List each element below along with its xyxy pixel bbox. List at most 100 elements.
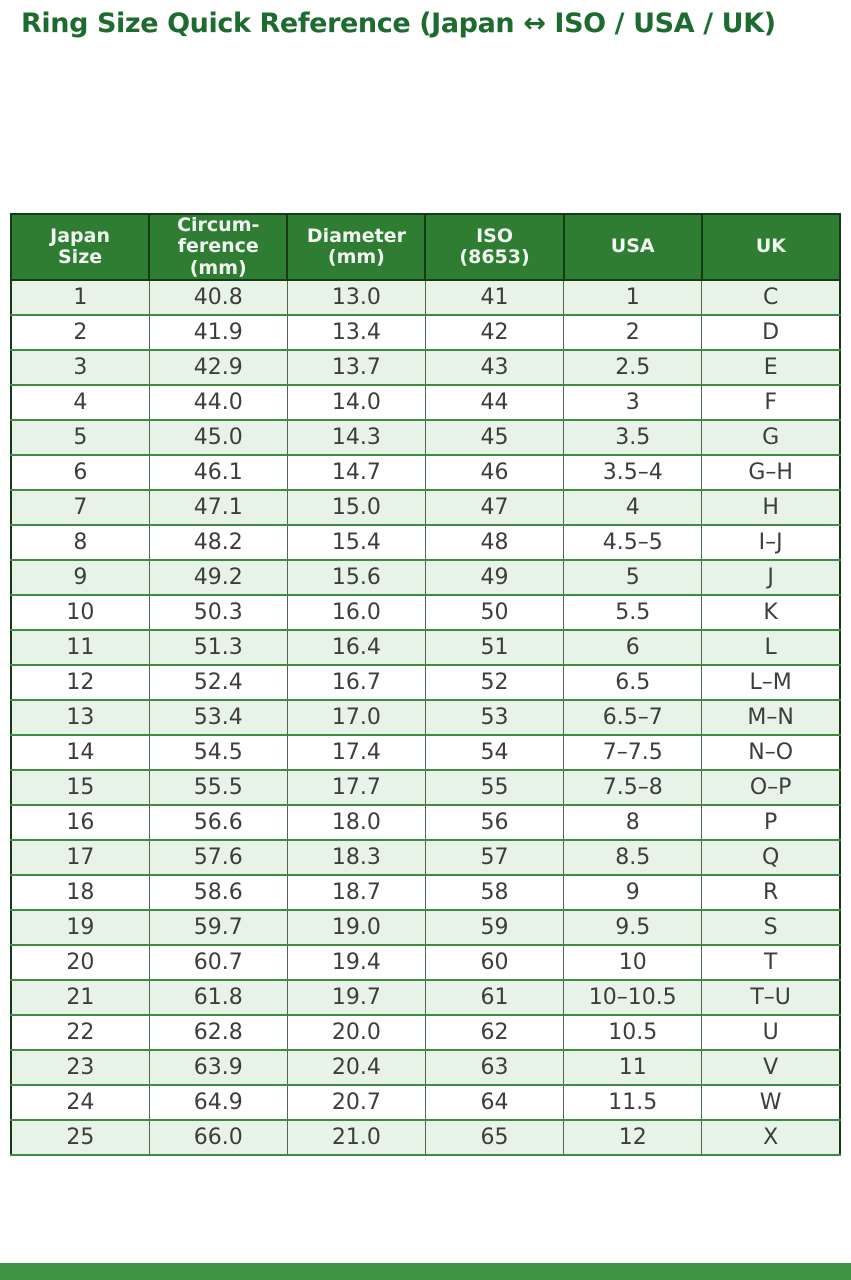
- table-cell: 64: [424, 1083, 565, 1121]
- table-header-row: Japan Size Circum- ference (mm) Diameter (…: [9, 213, 842, 281]
- column-header: USA: [562, 213, 703, 281]
- table-cell: 17: [10, 838, 150, 876]
- table-cell: 25: [10, 1118, 150, 1156]
- table-row: 4 44.0 14.0 44 3 F: [10, 383, 841, 421]
- table-cell: 20.4: [286, 1048, 426, 1086]
- table-cell: 42.9: [148, 348, 288, 386]
- table-row: 8 48.2 15.4 48 4.5–5 I–J: [10, 523, 841, 561]
- table-row: 19 59.7 19.0 59 9.5 S: [10, 908, 841, 946]
- table-cell: V: [701, 1048, 841, 1086]
- table-row: 21 61.8 19.7 61 10–10.5 T–U: [10, 978, 841, 1016]
- table-cell: K: [701, 593, 841, 631]
- table-row: 22 62.8 20.0 62 10.5 U: [10, 1013, 841, 1051]
- table-cell: 16.7: [286, 663, 426, 701]
- table-cell: 11.5: [563, 1083, 703, 1121]
- table-cell: 9.5: [563, 908, 703, 946]
- table-cell: 44.0: [148, 383, 288, 421]
- table-row: 3 42.9 13.7 43 2.5 E: [10, 348, 841, 386]
- table-cell: 11: [563, 1048, 703, 1086]
- table-cell: 3.5–4: [563, 453, 703, 491]
- table-cell: 56.6: [148, 803, 288, 841]
- table-cell: 63: [424, 1048, 565, 1086]
- table-cell: 15: [10, 768, 150, 806]
- table-cell: 14.3: [286, 418, 426, 456]
- table-cell: 15.4: [286, 523, 426, 561]
- table-cell: 54.5: [148, 733, 288, 771]
- column-header: Diameter (mm): [286, 213, 427, 281]
- footer-bar: [0, 1263, 851, 1280]
- table-cell: 46: [424, 453, 565, 491]
- table-cell: 16.0: [286, 593, 426, 631]
- table-cell: 41: [424, 278, 565, 316]
- table-cell: 51: [424, 628, 565, 666]
- table-cell: 51.3: [148, 628, 288, 666]
- table-cell: 7.5–8: [563, 768, 703, 806]
- table-cell: R: [701, 873, 841, 911]
- table-cell: 7: [10, 488, 150, 526]
- table-cell: 8.5: [563, 838, 703, 876]
- table-cell: 3: [563, 383, 703, 421]
- table-cell: X: [701, 1118, 841, 1156]
- table-cell: 47: [424, 488, 565, 526]
- table-cell: 45.0: [148, 418, 288, 456]
- table-cell: 14.7: [286, 453, 426, 491]
- column-header: Circum- ference (mm): [148, 213, 289, 281]
- table-cell: 60.7: [148, 943, 288, 981]
- table-cell: 3: [10, 348, 150, 386]
- table-cell: 16.4: [286, 628, 426, 666]
- ring-size-table: Japan Size Circum- ference (mm) Diameter (…: [9, 213, 842, 1156]
- table-cell: 10: [563, 943, 703, 981]
- table-cell: 2: [10, 313, 150, 351]
- table-cell: 46.1: [148, 453, 288, 491]
- table-cell: 63.9: [148, 1048, 288, 1086]
- table-cell: E: [701, 348, 841, 386]
- table-cell: 62.8: [148, 1013, 288, 1051]
- table-cell: 47.1: [148, 488, 288, 526]
- table-cell: 4: [563, 488, 703, 526]
- table-cell: 44: [424, 383, 565, 421]
- table-cell: W: [701, 1083, 841, 1121]
- table-cell: 58: [424, 873, 565, 911]
- table-cell: 62: [424, 1013, 565, 1051]
- table-cell: 23: [10, 1048, 150, 1086]
- table-row: 10 50.3 16.0 50 5.5 K: [10, 593, 841, 631]
- table-cell: L: [701, 628, 841, 666]
- table-cell: 6: [10, 453, 150, 491]
- table-cell: 48: [424, 523, 565, 561]
- table-cell: 8: [563, 803, 703, 841]
- table-cell: 50: [424, 593, 565, 631]
- table-cell: 24: [10, 1083, 150, 1121]
- table-cell: 7–7.5: [563, 733, 703, 771]
- table-cell: O–P: [701, 768, 841, 806]
- table-cell: 10: [10, 593, 150, 631]
- table-cell: P: [701, 803, 841, 841]
- table-cell: 66.0: [148, 1118, 288, 1156]
- table-cell: 19: [10, 908, 150, 946]
- table-cell: 41.9: [148, 313, 288, 351]
- table-cell: C: [701, 278, 841, 316]
- column-header: ISO (8653): [424, 213, 565, 281]
- table-cell: 4.5–5: [563, 523, 703, 561]
- table-cell: 17.0: [286, 698, 426, 736]
- table-cell: 52.4: [148, 663, 288, 701]
- table-cell: 61: [424, 978, 565, 1016]
- table-cell: 55: [424, 768, 565, 806]
- table-cell: 61.8: [148, 978, 288, 1016]
- table-cell: 49.2: [148, 558, 288, 596]
- table-cell: 3.5: [563, 418, 703, 456]
- table-cell: 18.7: [286, 873, 426, 911]
- table-row: 9 49.2 15.6 49 5 J: [10, 558, 841, 596]
- table-cell: 9: [563, 873, 703, 911]
- page-title: Ring Size Quick Reference (Japan ↔ ISO /…: [21, 8, 776, 39]
- table-cell: 5: [10, 418, 150, 456]
- table-cell: U: [701, 1013, 841, 1051]
- table-row: 6 46.1 14.7 46 3.5–4 G–H: [10, 453, 841, 491]
- table-cell: 8: [10, 523, 150, 561]
- table-cell: 42: [424, 313, 565, 351]
- table-cell: 6.5: [563, 663, 703, 701]
- table-cell: 56: [424, 803, 565, 841]
- table-cell: 65: [424, 1118, 565, 1156]
- table-cell: 17.4: [286, 733, 426, 771]
- table-cell: S: [701, 908, 841, 946]
- table-cell: 14: [10, 733, 150, 771]
